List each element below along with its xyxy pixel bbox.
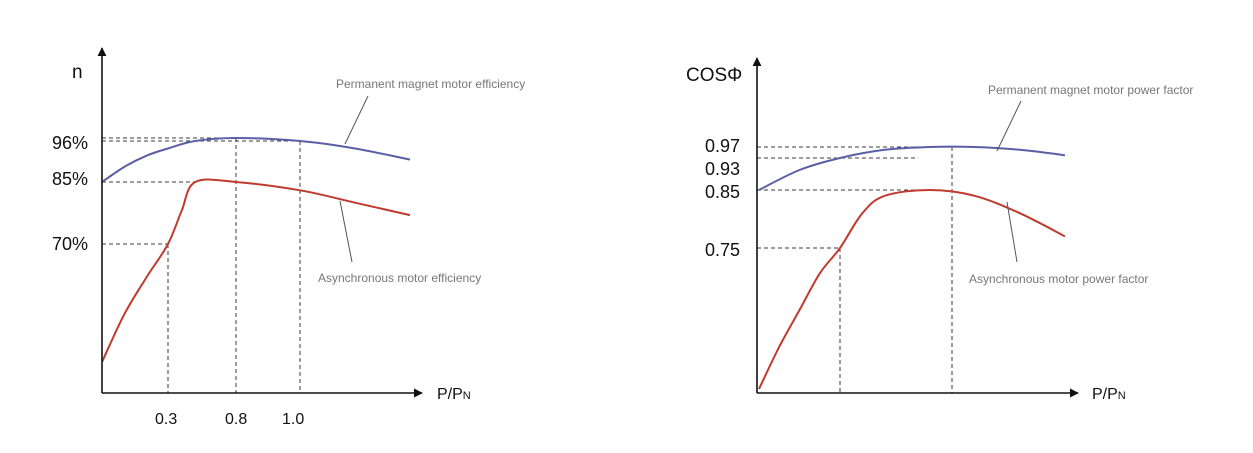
y-tick-label: 70% — [52, 234, 88, 254]
efficiency-x-axis-title: P/PN — [437, 386, 471, 403]
annotation-permanent-magnet-efficiency: Permanent magnet motor efficiency — [336, 77, 525, 91]
series-line-asynchronous-power-factor — [758, 188, 1066, 390]
annotation-asynchronous-efficiency: Asynchronous motor efficiency — [318, 271, 481, 285]
x-tick-label: 0.8 — [225, 411, 247, 428]
y-tick-label: 85% — [52, 169, 88, 189]
efficiency-annotation-leader — [339, 200, 353, 263]
efficiency-guide-lines — [102, 137, 301, 393]
y-tick-label: 0.75 — [705, 240, 740, 260]
efficiency-chart: n P/PN 96% 85% 70% 0.3 0.8 1.0 Permanent… — [52, 47, 525, 428]
power-factor-guide-lines — [757, 146, 953, 393]
y-tick-label: 0.93 — [705, 159, 740, 179]
power-factor-annotation-leader — [1006, 201, 1018, 263]
x-tick-label: 1.0 — [282, 411, 304, 428]
power-factor-x-axis-title: P/PN — [1092, 386, 1126, 403]
annotation-permanent-magnet-power-factor: Permanent magnet motor power factor — [988, 83, 1193, 97]
series-line-asynchronous-efficiency — [101, 178, 411, 363]
power-factor-y-axis-title: COSΦ — [686, 65, 742, 86]
x-tick-label: 0.3 — [155, 411, 177, 428]
y-tick-label: 0.85 — [705, 182, 740, 202]
power-factor-annotation-leader — [996, 100, 1022, 152]
power-factor-chart: COSΦ P/PN 0.97 0.93 0.85 0.75 Permanent … — [686, 57, 1193, 403]
series-line-permanent-magnet-power-factor — [758, 145, 1066, 191]
y-tick-label: 0.97 — [705, 136, 740, 156]
annotation-asynchronous-power-factor: Asynchronous motor power factor — [969, 272, 1148, 286]
efficiency-y-axis-title: n — [72, 62, 83, 83]
efficiency-annotation-leader — [344, 95, 369, 145]
y-tick-label: 96% — [52, 133, 88, 153]
series-line-permanent-magnet-efficiency — [101, 136, 411, 183]
